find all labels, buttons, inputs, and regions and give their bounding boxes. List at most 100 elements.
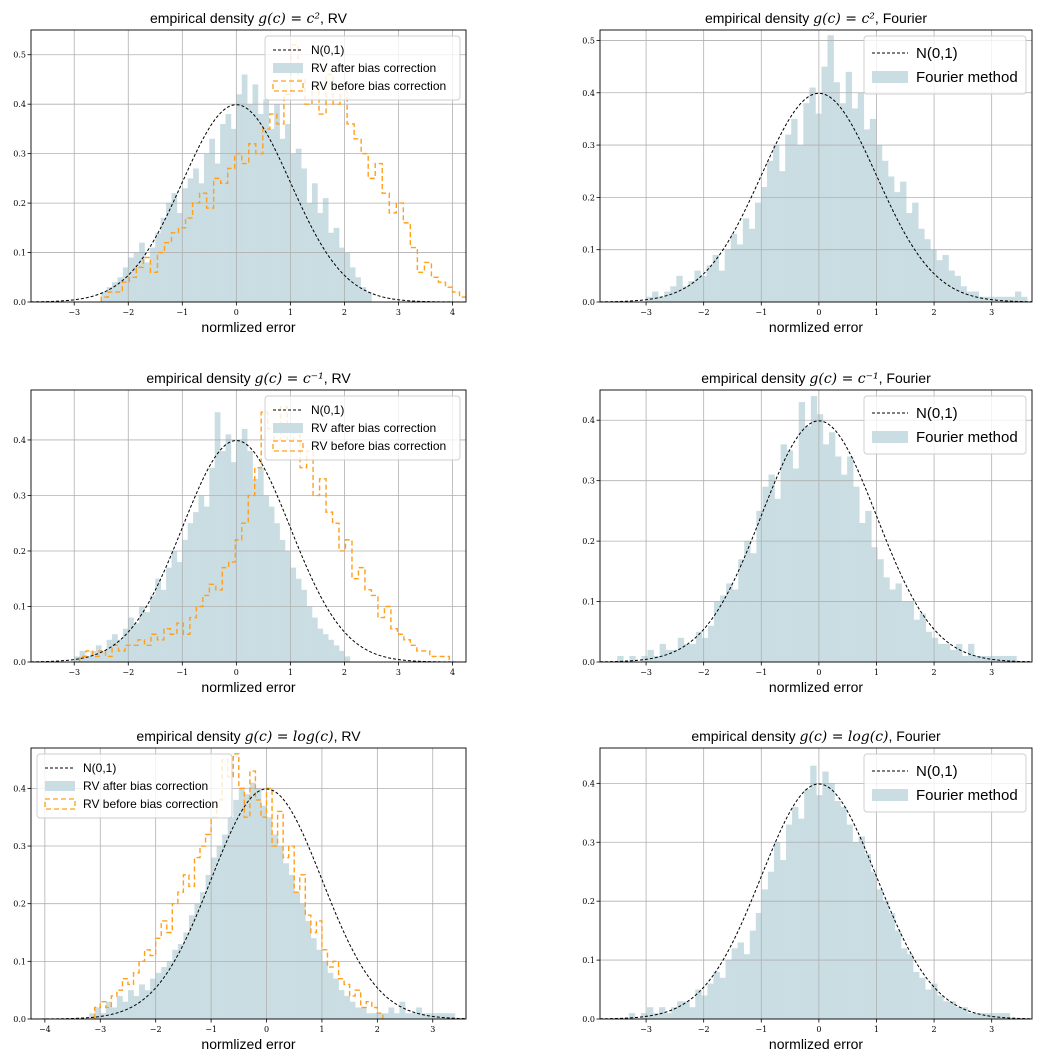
histogram-bar	[730, 234, 738, 302]
histogram-bar	[901, 601, 908, 662]
histogram-bar	[883, 577, 890, 662]
histogram-bar	[773, 145, 780, 302]
chart-title: empirical density g(c) = c², Fourier	[705, 10, 927, 27]
histogram-bar	[743, 954, 751, 1019]
y-tick-label: 0.3	[582, 477, 595, 486]
histogram-bar	[839, 103, 846, 302]
histogram-bar	[327, 972, 334, 1019]
histogram-bar	[677, 637, 685, 662]
histogram-bar	[288, 874, 295, 1019]
y-tick-label: 0.4	[582, 779, 595, 788]
histogram-bar	[295, 148, 302, 302]
histogram-bar	[333, 978, 339, 1019]
histogram-bar	[767, 871, 775, 1019]
histogram-bar	[876, 889, 884, 1019]
histogram-bar	[371, 1013, 378, 1019]
x-tick-label: −1	[755, 1025, 767, 1034]
legend-label-before: RV before bias correction	[311, 439, 446, 453]
legend-label-after: Fourier method	[916, 787, 1018, 804]
histogram-bar	[90, 650, 97, 662]
histogram-bar	[322, 634, 329, 662]
histogram-bar	[889, 589, 896, 662]
y-tick-label: 0.2	[13, 199, 26, 208]
histogram-bar	[810, 396, 818, 662]
histogram-bar	[780, 859, 787, 1019]
y-tick-label: 0.4	[13, 784, 26, 793]
x-tick-label: 2	[932, 308, 937, 317]
axes-frame	[30, 389, 467, 663]
histogram-bar	[652, 291, 659, 302]
chart-panel-cinv-fourier: −3 −2 −1 0 1 2 3 0.0 0.1 0.2 0.3 0.4 empirical densi…	[582, 370, 1033, 695]
histogram-bar	[438, 1013, 445, 1019]
histogram-bar	[833, 82, 840, 302]
normal-density-curve	[31, 788, 466, 1019]
histogram-bar	[279, 539, 286, 662]
histogram-bar	[749, 930, 757, 1019]
histogram-bar	[241, 428, 248, 662]
histogram-bar	[827, 35, 834, 302]
histogram-bar	[1003, 1013, 1011, 1019]
y-tick-label: 0.2	[582, 193, 595, 202]
histogram-bar	[907, 601, 914, 662]
legend-label-after: RV after bias correction	[311, 61, 436, 75]
legend-box	[264, 35, 461, 101]
histogram-bar	[203, 153, 210, 302]
histogram-bar	[943, 1001, 950, 1019]
x-axis-label: normlized error	[201, 679, 295, 695]
histogram-bar	[105, 1001, 112, 1019]
histogram-bar	[713, 971, 720, 1019]
histogram-bar	[962, 655, 969, 662]
legend: N(0,1) Fourier method	[863, 395, 1027, 455]
x-tick-label: 1	[288, 668, 293, 677]
histogram-bar	[322, 198, 329, 302]
histogram-bar	[277, 846, 284, 1019]
x-axis-label: normlized error	[769, 319, 863, 335]
y-tick-label: 0.4	[13, 436, 26, 445]
x-tick-label: 2	[342, 308, 347, 317]
chart-title: empirical density g(c) = c⁻¹, Fourier	[701, 370, 931, 387]
histogram-bar	[344, 995, 350, 1019]
histogram-bar	[1021, 296, 1028, 302]
histogram-bar	[900, 181, 907, 302]
histogram-bar	[997, 1013, 1005, 1019]
y-tick-label: 0.1	[582, 956, 595, 965]
x-tick-label: −1	[755, 668, 767, 677]
histogram-bar	[810, 765, 817, 1019]
legend-label-normal: N(0,1)	[916, 763, 958, 780]
histogram-bar	[718, 270, 726, 302]
histogram-bar	[798, 818, 805, 1019]
histogram-bar	[847, 456, 854, 662]
normal-density-curve	[31, 104, 466, 302]
histogram-bar	[122, 267, 129, 302]
axes-frame	[599, 747, 1033, 1020]
x-axis-label: normlized error	[769, 679, 863, 695]
histogram-bar	[869, 118, 877, 302]
histogram-bar	[144, 990, 151, 1019]
chart-panel-log-rv: −4 −3 −2 −1 0 1 2 3 0.0 0.1 0.2 0.3 0.4 empirical den…	[13, 728, 467, 1052]
histogram-bar	[176, 562, 183, 662]
histogram-bar	[816, 795, 823, 1019]
histogram-bar	[268, 128, 275, 302]
histogram-bar	[750, 553, 757, 662]
histogram-bar	[804, 426, 812, 662]
histogram-bar	[725, 960, 732, 1019]
histogram-bar	[247, 451, 253, 662]
legend-label-normal: N(0,1)	[311, 403, 344, 417]
histogram-bar	[182, 188, 189, 302]
x-tick-label: 3	[396, 668, 401, 677]
histogram-bar	[665, 1013, 672, 1019]
histogram-bar	[155, 972, 162, 1019]
histogram-bar	[894, 930, 902, 1019]
histogram-bar	[111, 1007, 118, 1019]
chart-panel-c2-rv: −3 −2 −1 0 1 2 3 4 0.0 0.1 0.2 0.3 0.4 0.5 empirical d…	[13, 10, 467, 335]
histogram-bar	[641, 655, 648, 662]
histogram-bar	[432, 1013, 439, 1019]
histogram-bar	[726, 583, 733, 662]
histogram-bar	[647, 649, 654, 662]
histogram-bar	[658, 296, 665, 302]
y-tick-label: 0.0	[582, 658, 595, 667]
histogram-bar	[677, 1001, 684, 1019]
axes-frame	[599, 29, 1033, 303]
histogram-bar	[881, 160, 889, 302]
histogram-bar	[252, 478, 259, 662]
